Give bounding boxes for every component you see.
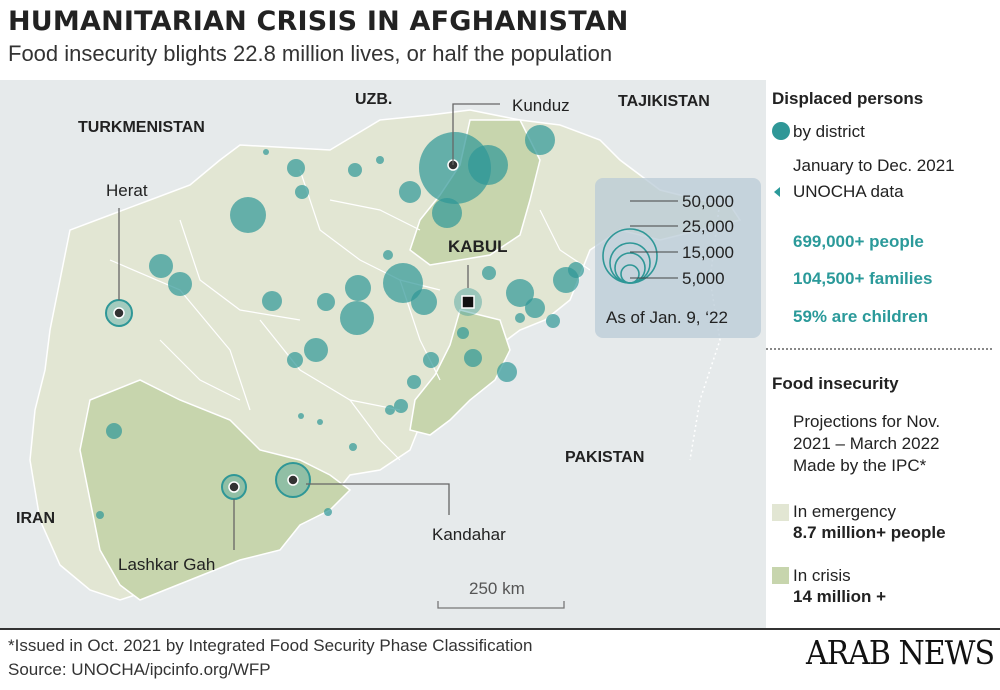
emergency-label: In emergency — [793, 502, 896, 521]
city-label-kunduz: Kunduz — [512, 96, 570, 115]
displaced-circle — [298, 413, 304, 419]
displaced-circle — [468, 145, 508, 185]
displaced-circle — [515, 313, 525, 323]
displaced-circle — [349, 443, 357, 451]
displaced-circle — [407, 375, 421, 389]
displaced-circle — [457, 327, 469, 339]
displaced-circle — [423, 352, 439, 368]
displaced-circle — [168, 272, 192, 296]
afghanistan-map: UZB. TAJIKISTAN TURKMENISTAN IRAN PAKIST… — [0, 80, 766, 628]
page-title: HUMANITARIAN CRISIS IN AFGHANISTAN — [8, 6, 629, 37]
crisis-swatch — [772, 567, 789, 584]
leader-lines — [118, 103, 500, 550]
displaced-circle — [411, 289, 437, 315]
country-label-tajikistan: TAJIKISTAN — [618, 93, 710, 110]
projection-line-2: 2021 – March 2022 — [793, 434, 940, 453]
city-label-kabul: KABUL — [448, 237, 508, 256]
crisis-value: 14 million + — [793, 587, 887, 606]
city-label-kandahar: Kandahar — [432, 525, 506, 544]
emergency-swatch — [772, 504, 789, 521]
footer-source: Source: UNOCHA/ipcinfo.org/WFP — [8, 660, 271, 679]
size-legend-box — [595, 178, 761, 338]
kandahar-marker — [287, 474, 299, 486]
size-legend-circles — [602, 228, 658, 284]
legend-divider — [766, 348, 992, 350]
displaced-circle — [149, 254, 173, 278]
displaced-circle — [324, 508, 332, 516]
city-markers — [105, 159, 482, 500]
displaced-circle — [287, 352, 303, 368]
brand-logo: ARAB NEWS — [805, 634, 995, 673]
displaced-circle — [506, 279, 534, 307]
displaced-circle — [262, 291, 282, 311]
displaced-circle — [317, 419, 323, 425]
stat-people: 699,000+ people — [793, 232, 924, 251]
displaced-circle — [295, 185, 309, 199]
displaced-circle — [340, 301, 374, 335]
projection-line-3: Made by the IPC* — [793, 456, 927, 475]
displaced-circle — [383, 263, 423, 303]
triangle-icon — [774, 187, 780, 197]
size-legend-50000: 50,000 — [682, 192, 734, 211]
stat-children: 59% are children — [793, 307, 929, 326]
legend-food-title: Food insecurity — [772, 374, 899, 393]
displaced-circle — [263, 149, 269, 155]
lashkar-gah-marker — [228, 481, 240, 493]
legend-displaced-title: Displaced persons — [772, 89, 924, 108]
country-label-pakistan: PAKISTAN — [565, 449, 644, 466]
displaced-circle — [304, 338, 328, 362]
displaced-circle — [348, 163, 362, 177]
legend-by-district: by district — [793, 122, 865, 141]
emergency-value: 8.7 million+ people — [793, 523, 946, 542]
scale-bar-label: 250 km — [469, 579, 525, 598]
as-of-date: As of Jan. 9, ‘22 — [606, 308, 728, 327]
country-label-uzbekistan: UZB. — [355, 91, 392, 108]
country-label-iran: IRAN — [16, 510, 55, 527]
scale-bar — [437, 601, 565, 609]
page-subtitle: Food insecurity blights 22.8 million liv… — [8, 41, 613, 66]
size-legend-15000: 15,000 — [682, 243, 734, 262]
legend-period: January to Dec. 2021 — [793, 156, 955, 175]
displaced-circle — [399, 181, 421, 203]
size-legend-ticks — [630, 200, 678, 279]
displaced-dot-icon — [772, 122, 790, 140]
displaced-circle — [287, 159, 305, 177]
displaced-circle — [96, 511, 104, 519]
displaced-circle — [546, 314, 560, 328]
crisis-label: In crisis — [793, 566, 851, 585]
stat-families: 104,500+ families — [793, 269, 933, 288]
footer-rule — [0, 628, 1000, 630]
border-dotted — [689, 199, 721, 461]
displaced-circle — [497, 362, 517, 382]
size-legend-25000: 25,000 — [682, 217, 734, 236]
displaced-circle — [525, 298, 545, 318]
displaced-circle — [432, 198, 462, 228]
displaced-circle — [230, 197, 266, 233]
projection-line-1: Projections for Nov. — [793, 412, 941, 431]
displaced-circle — [376, 156, 384, 164]
displaced-circle — [464, 349, 482, 367]
region-crisis-south — [79, 379, 352, 601]
legend-panel: Displaced persons by district January to… — [766, 80, 1000, 628]
country-label-turkmenistan: TURKMENISTAN — [78, 119, 205, 136]
size-legend-5000: 5,000 — [682, 269, 725, 288]
footer-note: *Issued in Oct. 2021 by Integrated Food … — [8, 636, 533, 655]
displaced-circle — [317, 293, 335, 311]
region-crisis-east — [409, 309, 511, 436]
displaced-circle — [383, 250, 393, 260]
city-label-herat: Herat — [106, 181, 148, 200]
displaced-circle — [345, 275, 371, 301]
displaced-circle — [385, 405, 395, 415]
kabul-marker — [461, 295, 475, 309]
displaced-circle — [568, 262, 584, 278]
legend-source: UNOCHA data — [793, 182, 904, 201]
displaced-circle — [482, 266, 496, 280]
displaced-circle — [106, 423, 122, 439]
displaced-circle — [525, 125, 555, 155]
city-label-lashkar-gah: Lashkar Gah — [118, 555, 215, 574]
herat-marker — [113, 307, 125, 319]
displaced-circle — [394, 399, 408, 413]
